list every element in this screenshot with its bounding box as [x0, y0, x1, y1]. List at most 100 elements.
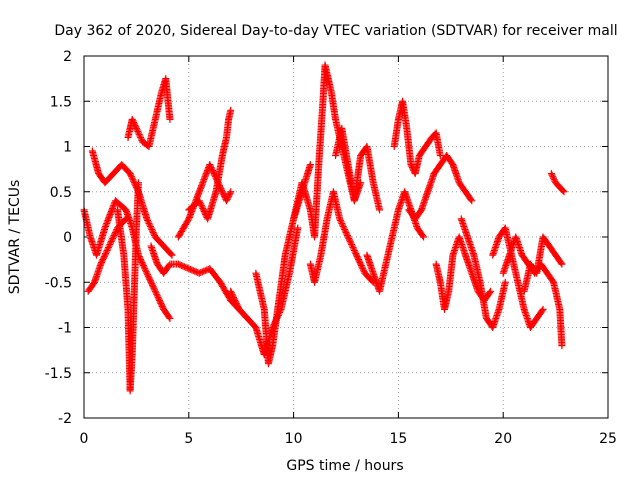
data-point [110, 231, 118, 239]
data-point [158, 302, 166, 310]
data-point [126, 170, 134, 178]
data-point [359, 266, 367, 274]
data-point [339, 221, 347, 229]
data-point [129, 117, 137, 125]
data-point [340, 224, 348, 232]
x-tick-label: 15 [389, 431, 407, 447]
series-s22 [547, 170, 568, 196]
data-point [336, 215, 344, 223]
data-point [195, 197, 203, 205]
data-point [357, 262, 365, 270]
data-point [355, 256, 363, 264]
data-point [209, 167, 217, 175]
data-point [234, 302, 242, 310]
data-point [467, 196, 475, 204]
data-point [97, 259, 105, 267]
data-point [227, 188, 235, 196]
data-point [352, 250, 360, 258]
data-point [138, 259, 146, 267]
data-point [133, 126, 141, 134]
data-point [145, 219, 153, 227]
data-point [146, 222, 154, 230]
data-point [148, 280, 156, 288]
data-point [149, 283, 157, 291]
y-tick-label: -2 [58, 411, 72, 427]
data-point [358, 263, 366, 271]
data-point [148, 227, 156, 235]
data-point [149, 228, 157, 236]
data-point [336, 216, 344, 224]
data-point [229, 292, 237, 300]
data-point [219, 189, 227, 197]
data-point [99, 256, 107, 264]
series-s14 [363, 188, 428, 295]
data-point [182, 263, 190, 271]
x-tick-label: 20 [494, 431, 512, 447]
data-point [539, 305, 547, 313]
data-point [346, 238, 354, 246]
series-s4 [114, 179, 142, 395]
data-point [158, 301, 166, 309]
y-tick-label: 1 [63, 140, 72, 156]
data-point [155, 296, 163, 304]
data-point [127, 171, 135, 179]
data-point [345, 235, 353, 243]
data-point [153, 290, 161, 298]
data-point [101, 251, 109, 259]
data-point [227, 106, 235, 114]
data-point [109, 233, 117, 241]
series-s13 [332, 124, 384, 214]
data-point [111, 230, 119, 238]
data-point [197, 269, 205, 277]
data-point [151, 286, 159, 294]
data-point [141, 265, 149, 273]
data-point [201, 267, 209, 275]
data-point [179, 262, 187, 270]
data-point [342, 228, 350, 236]
data-point [140, 263, 148, 271]
data-point [103, 247, 111, 255]
x-tick-label: 10 [285, 431, 303, 447]
y-tick-label: -1.5 [45, 366, 72, 382]
y-tick-label: 1.5 [50, 94, 72, 110]
data-point [104, 245, 112, 253]
data-point [165, 313, 173, 321]
data-point [135, 130, 143, 138]
data-point [131, 121, 139, 129]
data-point [538, 307, 546, 315]
data-point [353, 253, 361, 261]
data-point [177, 261, 185, 269]
data-point [468, 197, 476, 205]
data-point [233, 301, 241, 309]
data-point [144, 271, 152, 279]
data-point [227, 287, 235, 295]
data-point [146, 221, 154, 229]
data-point [558, 260, 566, 268]
data-point [557, 259, 565, 267]
data-point [198, 268, 206, 276]
data-point [487, 287, 495, 295]
data-point [294, 224, 302, 232]
data-point [357, 260, 365, 268]
data-point [150, 284, 158, 292]
data-point [188, 266, 196, 274]
data-point [102, 248, 110, 256]
data-point [376, 206, 384, 214]
data-point [337, 218, 345, 226]
data-point [143, 215, 151, 223]
data-point [128, 115, 136, 123]
data-point [128, 174, 136, 182]
series-s1 [80, 197, 174, 322]
data-point [107, 239, 115, 247]
data-point [111, 228, 119, 236]
data-point [206, 162, 214, 170]
data-point [157, 299, 165, 307]
data-point [153, 292, 161, 300]
data-point [345, 236, 353, 244]
data-point [550, 176, 558, 184]
data-point [185, 265, 193, 273]
data-point [100, 253, 108, 261]
data-point [168, 251, 176, 259]
data-point [148, 225, 156, 233]
data-point [225, 192, 233, 200]
